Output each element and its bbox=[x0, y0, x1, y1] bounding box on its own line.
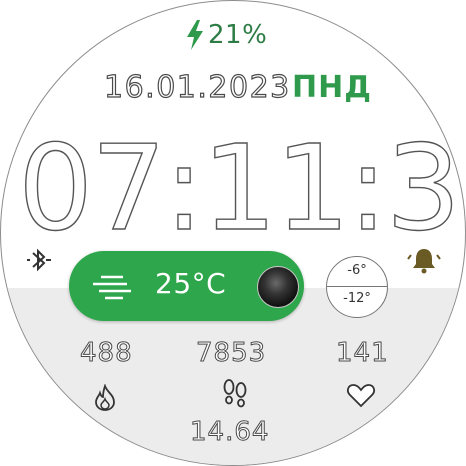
temperature-value: 25°C bbox=[155, 267, 227, 300]
flame-icon bbox=[95, 384, 115, 411]
moon-phase-icon bbox=[257, 266, 299, 308]
temperature-range: -6° -12° bbox=[326, 256, 388, 318]
distance-value: 14.64 bbox=[189, 417, 270, 448]
haze-icon bbox=[93, 275, 131, 300]
time-display: 07:11:36 bbox=[17, 118, 466, 257]
steps-value: 7853 bbox=[195, 338, 267, 369]
lightning-bolt-icon bbox=[187, 20, 203, 50]
temperature-range-top: -6° bbox=[347, 263, 367, 278]
heart-icon bbox=[347, 384, 375, 408]
day-of-week: ПНД bbox=[292, 70, 372, 105]
bluetooth-off-icon bbox=[27, 248, 51, 272]
footprints-icon bbox=[223, 379, 247, 408]
battery-indicator: 21% bbox=[186, 18, 267, 52]
date-text: 16.01.2023 bbox=[103, 69, 291, 105]
heart-rate-value: 141 bbox=[336, 338, 389, 369]
temperature-range-bottom: -12° bbox=[343, 291, 371, 306]
battery-percent: 21% bbox=[208, 20, 268, 50]
calories-value: 488 bbox=[80, 338, 133, 369]
temperature-range-divider bbox=[327, 286, 387, 287]
bell-icon bbox=[407, 249, 441, 274]
